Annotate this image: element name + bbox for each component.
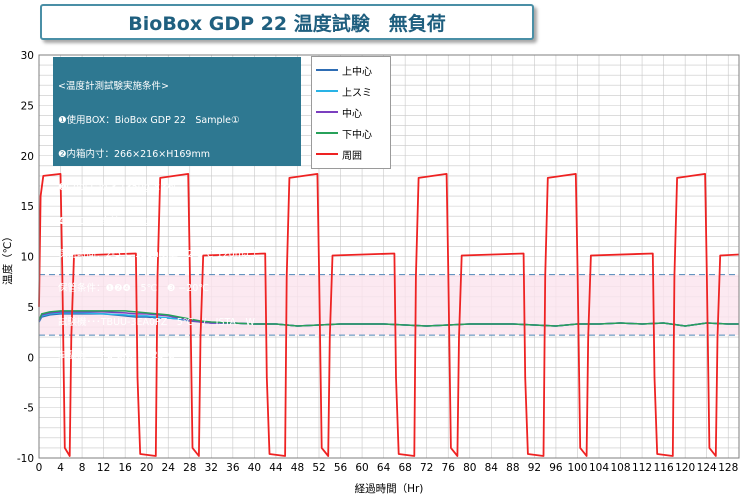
legend-item: 中心	[316, 105, 362, 120]
x-tick-label: 108	[611, 462, 631, 474]
x-tick-label: 8	[79, 462, 86, 474]
y-tick-label: -5	[24, 403, 34, 415]
y-tick-label: 20	[21, 151, 34, 163]
legend-item: 上中心	[316, 63, 372, 78]
x-tick-label: 28	[183, 462, 196, 474]
legend-label: 下中心	[342, 129, 372, 141]
x-tick-label: 76	[442, 462, 456, 474]
x-tick-label: 40	[248, 462, 261, 474]
condition-line: 試験機･･･TBUU-3EA0PZ 5℃ / ISTA W	[58, 316, 255, 328]
y-tick-label: -10	[17, 453, 34, 465]
condition-line: 試験機･･･PU-2KT −20℃	[58, 350, 175, 362]
x-tick-label: 100	[567, 462, 587, 474]
conditions-heading: <温度計測試験実施条件>	[58, 81, 169, 93]
x-tick-label: 48	[291, 462, 304, 474]
legend-swatch	[316, 132, 338, 134]
y-tick-label: 15	[21, 201, 34, 213]
y-tick-label: 0	[27, 352, 34, 364]
x-tick-label: 96	[549, 462, 563, 474]
x-tick-label: 116	[654, 462, 674, 474]
legend-label: 周囲	[342, 150, 362, 162]
condition-line: ❸Cool Lab 3 1350g ×3枚	[58, 182, 177, 194]
y-tick-label: 25	[21, 100, 34, 112]
x-tick-label: 64	[377, 462, 391, 474]
x-tick-label: 92	[528, 462, 541, 474]
plot-border	[38, 54, 740, 459]
x-tick-label: 84	[485, 462, 499, 474]
x-tick-label: 24	[162, 462, 176, 474]
x-tick-label: 120	[675, 462, 695, 474]
x-tick-label: 80	[463, 462, 476, 474]
legend-swatch	[316, 90, 338, 92]
series-line-周囲	[38, 172, 740, 457]
x-tick-label: 52	[312, 462, 325, 474]
x-tick-label: 20	[140, 462, 153, 474]
x-tick-label: 0	[36, 462, 43, 474]
condition-line: 保管条件：❶❷❹ 5℃ ❸ −20℃	[58, 282, 210, 294]
y-axis-label: 温度（℃）	[1, 231, 14, 285]
reference-band	[39, 274, 739, 336]
x-tick-label: 16	[118, 462, 132, 474]
series-lines	[38, 172, 740, 457]
legend-item: 下中心	[316, 126, 372, 141]
legend-item: 周囲	[316, 147, 362, 162]
legend: 上中心上スミ中心下中心周囲	[311, 56, 391, 169]
legend-swatch	[316, 111, 338, 113]
test-conditions-panel: <温度計測試験実施条件> ❶使用BOX：BioBox GDP 22 Sample…	[53, 57, 301, 361]
x-tick-label: 88	[506, 462, 519, 474]
x-tick-label: 112	[632, 462, 652, 474]
x-tick-label: 68	[398, 462, 411, 474]
y-tick-label: 30	[21, 50, 34, 62]
x-tick-label: 44	[269, 462, 283, 474]
band-fill	[39, 274, 739, 336]
legend-item: 上スミ	[316, 84, 372, 99]
y-tick-label: 10	[21, 252, 34, 264]
legend-label: 上スミ	[342, 87, 372, 99]
condition-line: ❶使用BOX：BioBox GDP 22 Sample①	[58, 115, 240, 126]
x-tick-label: 36	[226, 462, 240, 474]
condition-line: ❷内箱内寸：266×216×H169mm	[58, 148, 210, 160]
legend-label: 上中心	[342, 66, 372, 78]
legend-label: 中心	[342, 108, 362, 120]
x-tick-label: 56	[334, 462, 348, 474]
x-axis-label: 経過時間（Hr)	[355, 482, 424, 495]
x-tick-label: 4	[57, 462, 64, 474]
x-tick-label: 12	[97, 462, 110, 474]
x-tick-label: 60	[355, 462, 368, 474]
legend-swatch	[316, 153, 338, 155]
x-tick-label: 104	[589, 462, 609, 474]
x-tick-label: 32	[205, 462, 218, 474]
x-tick-label: 124	[697, 462, 717, 474]
y-tick-label: 5	[27, 302, 34, 314]
x-tick-label: 72	[420, 462, 433, 474]
legend-swatch	[316, 69, 338, 71]
x-tick-label: 128	[718, 462, 738, 474]
condition-line: 保持時間：2-5℃ 120h以上 2-8℃ 120h以上	[58, 249, 260, 261]
condition-line: ❹TSC4：合計1700g	[58, 215, 150, 227]
chart-title: BioBox GDP 22 温度試験 無負荷	[40, 4, 534, 40]
